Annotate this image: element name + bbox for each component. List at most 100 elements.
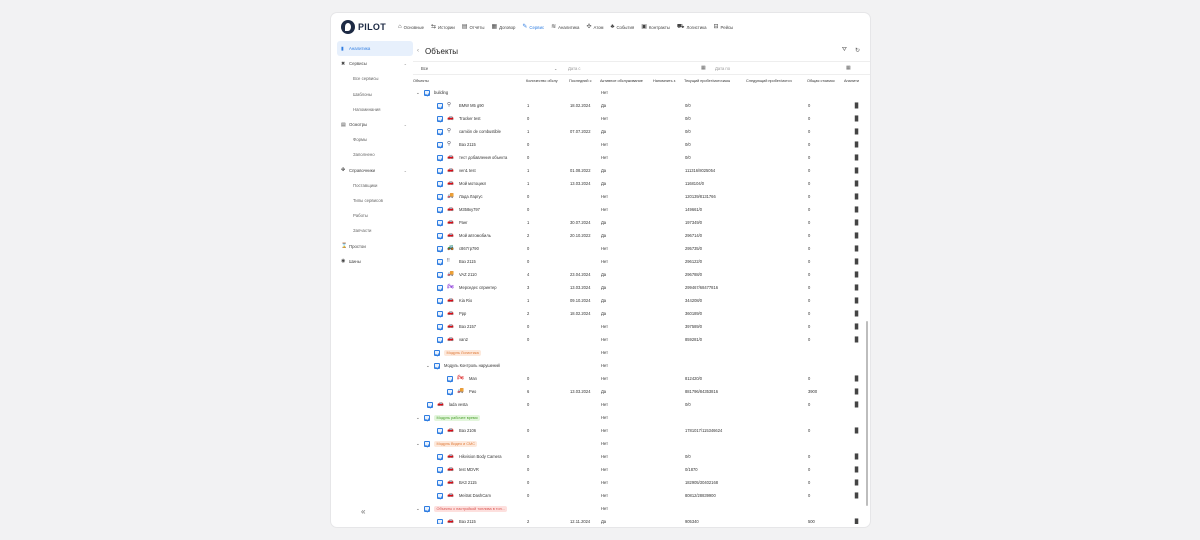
table-row[interactable]: ⚲ Ваз 2115 0 Нет 0/0 0 ▐▌ — [413, 138, 865, 151]
object-name[interactable]: Ваз 2157 — [459, 324, 477, 329]
row-checkbox[interactable] — [437, 233, 443, 239]
row-checkbox[interactable] — [437, 467, 443, 473]
row-checkbox[interactable] — [434, 363, 440, 369]
object-name[interactable]: тест добавления объекта — [459, 155, 508, 160]
table-row[interactable]: 🚗 Мой автомобиль 2 20.10.2022 Да 296714/0 0 ▐▌ — [413, 229, 865, 242]
object-name[interactable]: Мой автомобиль — [459, 233, 491, 238]
bar-chart-icon[interactable]: ▐▌ — [853, 220, 861, 226]
object-name[interactable]: BMW M5 g90 — [459, 103, 484, 108]
chevron-down-icon[interactable]: ⌄ — [403, 167, 407, 173]
module-tag[interactable]: Модуль Логистика — [444, 350, 482, 356]
object-name[interactable]: Ранг — [459, 220, 468, 225]
object-name[interactable]: Ррр — [459, 311, 467, 316]
sidebar-item-14[interactable]: ◉ Шины — [337, 254, 413, 269]
pilot-logo[interactable]: PILOT — [341, 20, 386, 34]
table-row[interactable]: ⚲ BMW M5 g90 1 18.02.2024 Да 0/0 0 ▐▌ — [413, 99, 865, 112]
sidebar-item-7[interactable]: Заполнено — [337, 147, 413, 162]
object-name[interactable]: Лада Ларгус — [459, 194, 483, 199]
date-to-field[interactable]: Дата по — [715, 65, 731, 71]
table-row[interactable]: 🚗 Мой мотоцикл 1 13.03.2024 Да 1168104/0 0 ▐▌ — [413, 177, 865, 190]
group-row[interactable]: Модуль Логистика Нет — [413, 346, 865, 359]
row-checkbox[interactable] — [447, 389, 453, 395]
row-checkbox[interactable] — [427, 402, 433, 408]
row-checkbox[interactable] — [437, 324, 443, 330]
row-checkbox[interactable] — [437, 493, 443, 499]
nav-item-9[interactable]: ⛟ Логистика — [677, 24, 707, 30]
nav-item-0[interactable]: ⌂ Основные — [398, 24, 424, 30]
chevron-down-icon[interactable]: ⌄ — [416, 506, 420, 511]
row-checkbox[interactable] — [437, 298, 443, 304]
table-row[interactable]: 🚗 Tracker test 0 Нет 0/0 0 ▐▌ — [413, 112, 865, 125]
sidebar-item-3[interactable]: Шаблоны — [337, 87, 413, 102]
sidebar-item-9[interactable]: Поставщики — [337, 178, 413, 193]
nav-item-6[interactable]: ✣ Атом — [586, 24, 603, 30]
object-name[interactable]: VAZ 2110 — [459, 272, 477, 277]
row-checkbox[interactable] — [437, 155, 443, 161]
object-name[interactable]: Kia Rio — [459, 298, 473, 303]
row-checkbox[interactable] — [437, 272, 443, 278]
table-row[interactable]: 🚗 van2 0 Нет 859281/0 0 ▐▌ — [413, 333, 865, 346]
sidebar-item-5[interactable]: ▤ Осмотры ⌄ — [337, 117, 413, 132]
filter-icon[interactable]: ⛛ — [841, 47, 847, 53]
bar-chart-icon[interactable]: ▐▌ — [853, 233, 861, 239]
table-row[interactable]: 🚗 Kia Rio 1 09.10.2024 Да 344208/0 0 ▐▌ — [413, 294, 865, 307]
nav-item-3[interactable]: ▦ Договор — [491, 24, 515, 30]
chevron-down-icon[interactable]: ⌄ — [416, 415, 420, 420]
nav-item-2[interactable]: ▤ Отчёты — [462, 24, 485, 30]
table-row[interactable]: 🚗 Ваз 2157 0 Нет 397589/0 0 ▐▌ — [413, 320, 865, 333]
chevron-down-icon[interactable]: ⌄ — [403, 61, 407, 67]
object-name[interactable]: М358ку797 — [459, 207, 480, 212]
group-row[interactable]: ⌄ Модуль рабочее время Нет — [413, 411, 865, 424]
chevron-down-icon[interactable]: ⌄ — [426, 363, 430, 368]
bar-chart-icon[interactable]: ▐▌ — [853, 480, 861, 486]
bar-chart-icon[interactable]: ▐▌ — [853, 155, 861, 161]
row-checkbox[interactable] — [437, 181, 443, 187]
table-row[interactable]: ‼ Ваз 2115 0 Нет 296122/0 0 ▐▌ — [413, 255, 865, 268]
row-checkbox[interactable] — [437, 246, 443, 252]
date-from-field[interactable]: Дата с — [568, 65, 581, 71]
row-checkbox[interactable] — [424, 415, 430, 421]
sidebar-item-6[interactable]: Формы — [337, 132, 413, 147]
column-header[interactable]: Общая стоимос — [807, 79, 835, 83]
nav-item-1[interactable]: ⇆ Истории — [431, 24, 455, 30]
scrollbar[interactable] — [866, 321, 868, 506]
table-row[interactable]: 🏍 Man 0 Нет 812420/0 0 ▐▌ — [413, 372, 865, 385]
row-checkbox[interactable] — [437, 194, 443, 200]
row-checkbox[interactable] — [447, 376, 453, 382]
column-header[interactable]: Следующий пробег/моточ — [746, 79, 792, 83]
nav-item-10[interactable]: ⊟ Рейсы — [714, 24, 734, 30]
object-name[interactable]: ven1 test — [459, 168, 476, 173]
bar-chart-icon[interactable]: ▐▌ — [853, 272, 861, 278]
bar-chart-icon[interactable]: ▐▌ — [853, 519, 861, 524]
table-row[interactable]: 🚗 ven1 test 1 01.08.2022 Да 111316/8025054 0 ▐▌ — [413, 164, 865, 177]
object-name[interactable]: Ваз 2115 — [459, 142, 476, 147]
table-row[interactable]: 🚗 ВАЗ 2115 0 Нет 182905/30402168 0 ▐▌ — [413, 476, 865, 489]
row-checkbox[interactable] — [437, 220, 443, 226]
object-name[interactable]: camión de combustible — [459, 129, 501, 134]
bar-chart-icon[interactable]: ▐▌ — [853, 493, 861, 499]
row-checkbox[interactable] — [434, 350, 440, 356]
table-row[interactable]: 🚗 lada vesta 0 Нет 0/0 0 ▐▌ — [413, 398, 865, 411]
table-row[interactable]: 🏍 Мерседес спринтер 3 13.03.2024 Да 299467/68… — [413, 281, 865, 294]
chevron-down-icon[interactable]: ⌄ — [403, 122, 407, 128]
object-name[interactable]: Мерседес спринтер — [459, 285, 497, 290]
sidebar-item-4[interactable]: Напоминания — [337, 102, 413, 117]
column-header[interactable]: Напомнить з — [653, 79, 676, 83]
column-header[interactable]: Количество обслу — [526, 79, 558, 83]
row-checkbox[interactable] — [437, 337, 443, 343]
bar-chart-icon[interactable]: ▐▌ — [853, 129, 861, 135]
bar-chart-icon[interactable]: ▐▌ — [853, 181, 861, 187]
row-checkbox[interactable] — [424, 506, 430, 512]
bar-chart-icon[interactable]: ▐▌ — [853, 168, 861, 174]
object-name[interactable]: Ваз 2115 — [459, 519, 476, 524]
column-header[interactable]: Объекты — [413, 79, 429, 83]
row-checkbox[interactable] — [437, 480, 443, 486]
row-checkbox[interactable] — [437, 103, 443, 109]
nav-item-8[interactable]: ▣ Контракты — [641, 24, 670, 30]
bar-chart-icon[interactable]: ▐▌ — [853, 142, 861, 148]
row-checkbox[interactable] — [437, 519, 443, 524]
table-row[interactable]: 🚗 Ррр 2 18.02.2024 Да 360189/0 0 ▐▌ — [413, 307, 865, 320]
row-checkbox[interactable] — [437, 168, 443, 174]
sidebar-item-0[interactable]: ▮ Аналитика — [337, 41, 413, 57]
sidebar-item-1[interactable]: ✖ Сервисы ⌄ — [337, 56, 413, 71]
